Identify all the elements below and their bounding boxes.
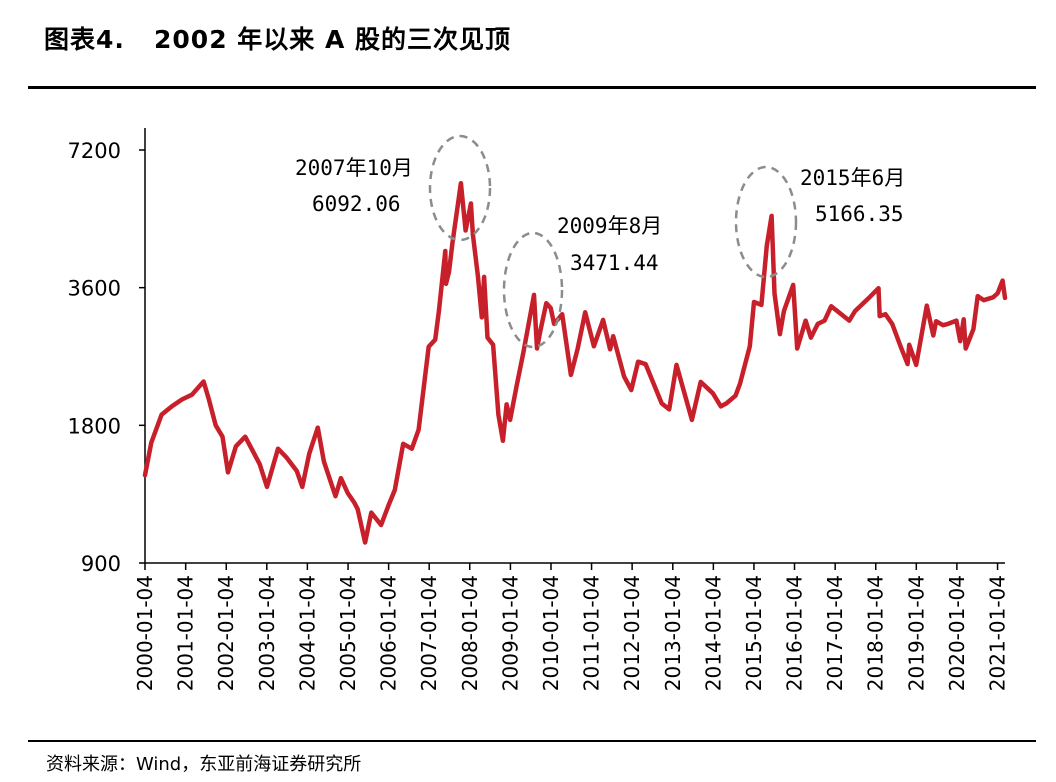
x-tick-label: 2019-01-04 bbox=[904, 575, 928, 691]
x-tick-label: 2018-01-04 bbox=[864, 575, 888, 691]
peak-date-label: 2007年10月 bbox=[295, 156, 413, 180]
peak-ellipse bbox=[502, 231, 564, 349]
x-tick-label: 2020-01-04 bbox=[945, 575, 969, 691]
peak-value-label: 6092.06 bbox=[312, 192, 401, 216]
x-tick-label: 2011-01-04 bbox=[580, 575, 604, 691]
source-note: 资料来源：Wind，东亚前海证券研究所 bbox=[46, 754, 362, 775]
x-tick-label: 2006-01-04 bbox=[377, 575, 401, 691]
x-tick-label: 2014-01-04 bbox=[701, 575, 725, 691]
x-tick-label: 2005-01-04 bbox=[336, 575, 360, 691]
x-tick-label: 2007-01-04 bbox=[417, 575, 441, 691]
x-tick-label: 2001-01-04 bbox=[174, 575, 198, 691]
y-tick-label: 7200 bbox=[68, 139, 121, 163]
figure-title: 图表4. 2002 年以来 A 股的三次见顶 bbox=[44, 25, 512, 54]
line-chart: 7200 3600 1800 900 2000-01-04 2001-01-04 2002-… bbox=[68, 128, 1010, 691]
bottom-rule bbox=[28, 740, 1036, 742]
x-tick-label: 2015-01-04 bbox=[742, 575, 766, 691]
x-tick-label: 2013-01-04 bbox=[661, 575, 685, 691]
x-tick-label: 2010-01-04 bbox=[539, 575, 563, 691]
x-tick-label: 2002-01-04 bbox=[214, 575, 238, 691]
x-tick-label: 2004-01-04 bbox=[295, 575, 319, 691]
x-tick-label: 2009-01-04 bbox=[498, 575, 522, 691]
peak-value-label: 3471.44 bbox=[570, 251, 659, 275]
peak-date-label: 2009年8月 bbox=[557, 214, 662, 238]
top-rule bbox=[28, 86, 1036, 89]
y-tick-label: 3600 bbox=[68, 277, 121, 301]
x-tick-label: 2021-01-04 bbox=[986, 575, 1010, 691]
y-tick-label: 900 bbox=[81, 552, 121, 576]
x-tick-label: 2000-01-04 bbox=[133, 575, 157, 691]
peak-value-label: 5166.35 bbox=[815, 202, 904, 226]
x-tick-label: 2012-01-04 bbox=[620, 575, 644, 691]
peak-ellipse bbox=[428, 134, 492, 242]
peak-ellipse bbox=[734, 165, 798, 279]
x-tick-label: 2016-01-04 bbox=[783, 575, 807, 691]
x-tick-label: 2017-01-04 bbox=[823, 575, 847, 691]
peak-date-label: 2015年6月 bbox=[800, 166, 905, 190]
x-tick-label: 2003-01-04 bbox=[255, 575, 279, 691]
y-tick-label: 1800 bbox=[68, 414, 121, 438]
x-tick-label: 2008-01-04 bbox=[458, 575, 482, 691]
